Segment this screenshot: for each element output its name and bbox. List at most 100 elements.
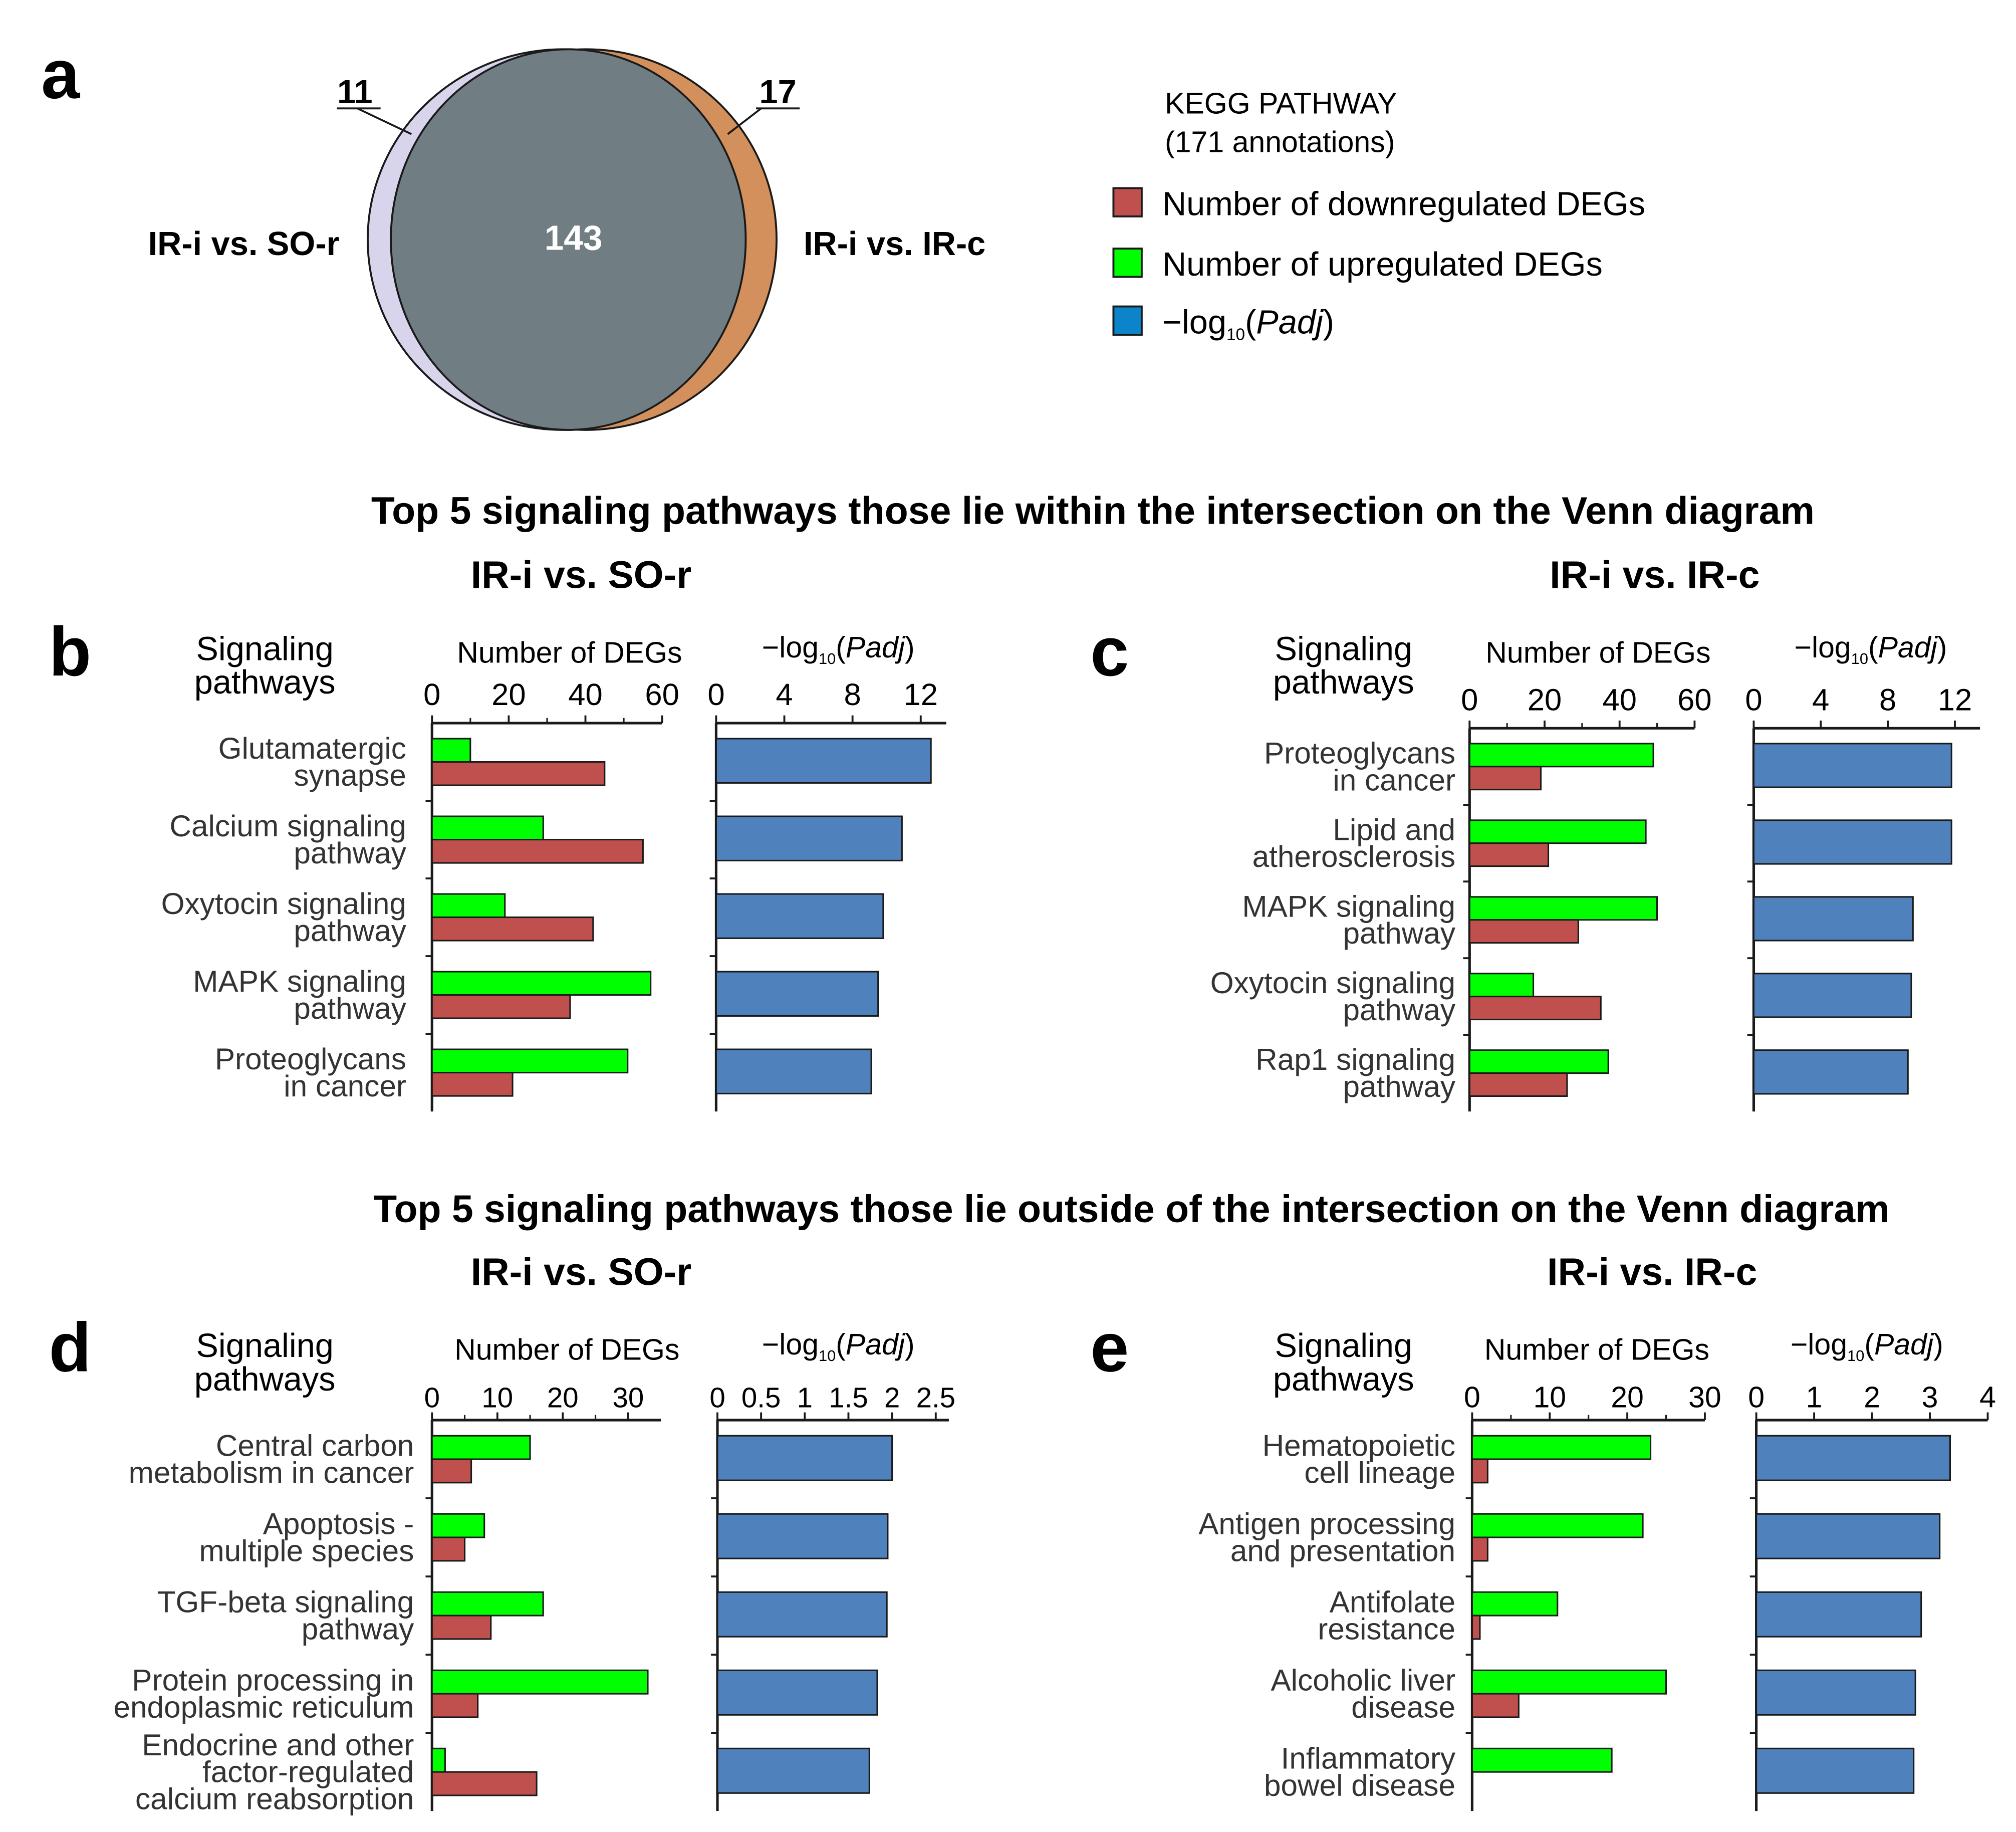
padj-axis-title: −log10(Padj) xyxy=(762,1328,915,1364)
venn-left-leader-diag xyxy=(357,107,412,135)
category-label: resistance xyxy=(1318,1612,1455,1646)
bar-down xyxy=(431,1615,492,1640)
bar-down xyxy=(1468,919,1579,944)
degs-tick-label: 0 xyxy=(423,677,440,712)
padj-title-close: ) xyxy=(905,1328,915,1361)
padj-tick-label: 3 xyxy=(1922,1381,1938,1414)
bar-padj xyxy=(716,1513,889,1559)
category-label: Protein processing in xyxy=(132,1663,414,1697)
degs-tick-label: 40 xyxy=(568,677,603,712)
bar-padj xyxy=(716,1669,878,1716)
bar-padj xyxy=(716,1435,893,1481)
padj-tick-label: 1 xyxy=(797,1382,813,1413)
category-label: Endocrine and other xyxy=(142,1728,414,1762)
bar-padj xyxy=(715,971,879,1017)
bar-down xyxy=(431,1536,466,1562)
padj-title-close: ) xyxy=(1937,631,1947,664)
padj-tick-label: 2 xyxy=(1864,1381,1880,1414)
padj-tick-label: 0 xyxy=(709,1382,725,1413)
category-label: endoplasmic reticulum xyxy=(113,1690,414,1724)
legend-swatch-down xyxy=(1112,187,1143,217)
padj-title-italic: Padj xyxy=(1878,631,1938,664)
padj-tick-label: 0 xyxy=(1748,1381,1765,1414)
category-label: Oxytocin signaling xyxy=(161,886,406,921)
padj-title-sub: 10 xyxy=(819,1347,836,1364)
bar-down xyxy=(431,1771,538,1796)
category-label: pathway xyxy=(294,991,406,1025)
degs-tick-label: 40 xyxy=(1602,682,1637,717)
padj-title-prefix: −log xyxy=(762,631,819,664)
padj-tick-label: 1 xyxy=(1806,1381,1823,1414)
bar-down xyxy=(1471,1458,1488,1484)
bar-padj xyxy=(715,738,932,784)
padj-tick-label: 4 xyxy=(776,677,793,712)
category-label: Proteoglycans xyxy=(1264,736,1455,770)
legend-label-down: Number of downregulated DEGs xyxy=(1162,185,1645,222)
bar-down xyxy=(431,917,594,942)
category-label: Antigen processing xyxy=(1198,1507,1455,1541)
bar-padj xyxy=(1752,743,1952,788)
padj-tick-label: 0.5 xyxy=(741,1382,781,1413)
bar-up xyxy=(431,1591,544,1617)
padj-tick-label: 8 xyxy=(844,677,861,712)
category-label: MAPK signaling xyxy=(193,964,406,998)
bar-padj xyxy=(716,1591,888,1638)
bar-padj xyxy=(1752,1049,1909,1095)
category-label: factor-regulated xyxy=(202,1755,414,1789)
bar-up xyxy=(1468,896,1658,921)
category-label: multiple species xyxy=(199,1534,414,1568)
padj-title-italic: Padj xyxy=(846,631,906,664)
category-label: metabolism in cancer xyxy=(129,1455,414,1489)
category-label: Glutamatergic xyxy=(218,731,406,765)
comparison-title-d: IR-i vs. SO-r xyxy=(471,1251,692,1294)
bar-up xyxy=(1468,1049,1609,1074)
legend-padj-prefix: −log xyxy=(1162,304,1226,341)
padj-tick-label: 0 xyxy=(1745,682,1762,717)
degs-tick-label: 0 xyxy=(424,1382,440,1413)
bar-padj xyxy=(1755,1513,1941,1559)
category-label: Inflammatory xyxy=(1281,1741,1456,1775)
category-label: Proteoglycans xyxy=(215,1042,406,1076)
bar-down xyxy=(1471,1536,1488,1562)
panel-letter-e: e xyxy=(1090,1309,1129,1386)
padj-title-open: ( xyxy=(1864,1328,1874,1361)
comparison-title-c: IR-i vs. IR-c xyxy=(1550,554,1759,597)
category-label: calcium reabsorption xyxy=(135,1782,414,1816)
bar-padj xyxy=(1755,1435,1951,1481)
padj-tick-label: 8 xyxy=(1879,682,1896,717)
degs-tick-label: 30 xyxy=(612,1382,644,1413)
padj-tick-label: 2.5 xyxy=(916,1382,955,1413)
bar-down xyxy=(431,1693,479,1718)
padj-title-close: ) xyxy=(1933,1328,1943,1361)
legend-padj-open: ( xyxy=(1245,304,1256,341)
category-label: pathway xyxy=(1343,1069,1455,1103)
legend-title-line1: KEGG PATHWAY xyxy=(1165,87,1397,120)
padj-title-sub: 10 xyxy=(1847,1347,1864,1364)
venn-diagram: a 143 11 17 IR-i vs. SO-r IR-i vs. IR-c xyxy=(41,36,985,431)
degs-tick-label: 10 xyxy=(481,1382,513,1413)
category-label: atherosclerosis xyxy=(1252,839,1456,873)
degs-tick-label: 0 xyxy=(1461,682,1478,717)
pathways-header-line2: pathways xyxy=(194,664,336,701)
bar-down xyxy=(431,761,606,786)
venn-left-only-count: 11 xyxy=(337,74,373,111)
category-label: Apoptosis - xyxy=(263,1507,414,1541)
bar-padj xyxy=(715,815,903,861)
degs-axis-title: Number of DEGs xyxy=(457,636,682,669)
category-label: and presentation xyxy=(1230,1534,1455,1568)
padj-title-italic: Padj xyxy=(846,1328,906,1361)
degs-tick-label: 20 xyxy=(1611,1381,1644,1414)
venn-intersection xyxy=(390,48,747,431)
venn-right-only-count: 17 xyxy=(760,74,797,111)
panel-letter-a: a xyxy=(41,36,80,113)
degs-tick-label: 60 xyxy=(645,677,679,712)
bar-up xyxy=(1468,973,1535,998)
legend-swatch-padj xyxy=(1112,305,1143,336)
degs-tick-label: 0 xyxy=(1464,1381,1480,1414)
legend-label-up: Number of upregulated DEGs xyxy=(1162,246,1603,283)
padj-tick-label: 4 xyxy=(1812,682,1829,717)
padj-title-prefix: −log xyxy=(1795,631,1851,664)
